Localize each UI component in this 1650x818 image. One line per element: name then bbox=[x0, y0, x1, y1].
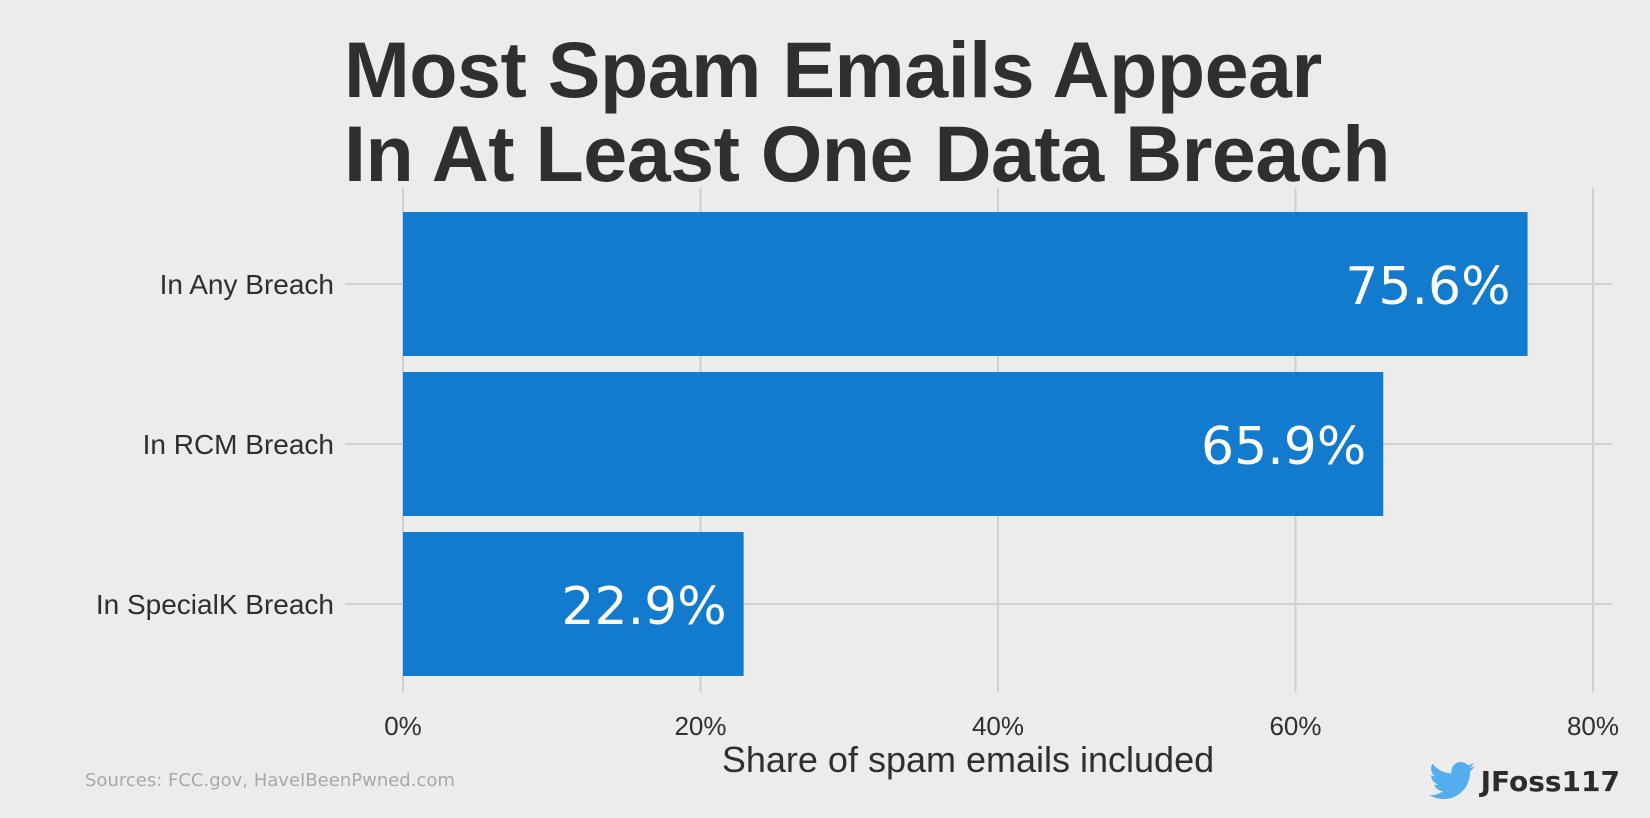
y-tick-label: In RCM Breach bbox=[143, 429, 334, 460]
bar-data-label: 22.9% bbox=[561, 577, 726, 637]
x-tick-label: 80% bbox=[1567, 711, 1619, 741]
y-tick-label: In Any Breach bbox=[160, 269, 334, 300]
chart-title: Most Spam Emails Appear In At Least One … bbox=[344, 28, 1390, 196]
x-tick-label: 20% bbox=[674, 711, 726, 741]
chart-title-line-2: In At Least One Data Breach bbox=[344, 109, 1390, 198]
twitter-handle: JFoss117 bbox=[1428, 762, 1620, 800]
bar-data-label: 65.9% bbox=[1201, 417, 1366, 477]
bar bbox=[403, 212, 1528, 356]
twitter-handle-text: JFoss117 bbox=[1480, 764, 1620, 798]
bar-data-label: 75.6% bbox=[1345, 257, 1510, 317]
chart-title-line-1: Most Spam Emails Appear bbox=[344, 25, 1322, 114]
x-axis-title: Share of spam emails included bbox=[722, 739, 1214, 780]
y-tick-label: In SpecialK Breach bbox=[96, 589, 334, 620]
x-tick-label: 60% bbox=[1269, 711, 1321, 741]
bar bbox=[403, 532, 744, 676]
source-note: Sources: FCC.gov, HaveIBeenPwned.com bbox=[85, 770, 455, 791]
bar bbox=[403, 372, 1384, 516]
x-tick-label: 0% bbox=[384, 711, 422, 741]
x-tick-label: 40% bbox=[972, 711, 1024, 741]
twitter-bird-icon bbox=[1428, 762, 1475, 800]
